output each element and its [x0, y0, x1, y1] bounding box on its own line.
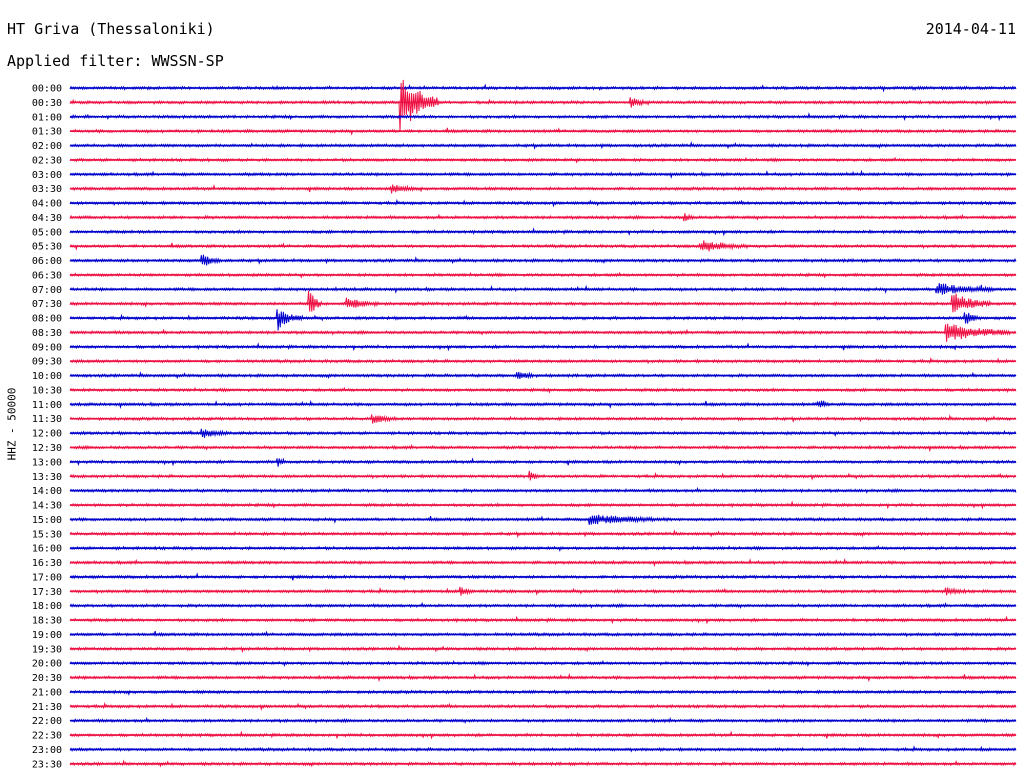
time-tick-label: 04:00	[32, 199, 62, 210]
time-tick-label: 07:00	[32, 285, 62, 296]
time-tick-label: 15:30	[32, 529, 62, 540]
trace-row	[69, 443, 1017, 453]
time-tick-label: 20:00	[32, 659, 62, 670]
time-tick-label: 11:00	[32, 400, 62, 411]
time-tick-label: 21:00	[32, 687, 62, 698]
trace-row	[69, 486, 1017, 494]
trace-row	[69, 309, 1017, 331]
date-label: 2014-04-11	[925, 20, 1016, 38]
time-tick-label: 18:30	[32, 616, 62, 627]
time-tick-label: 19:30	[32, 644, 62, 655]
time-tick-label: 17:30	[32, 587, 62, 598]
time-tick-label: 09:30	[32, 357, 62, 368]
time-tick-label: 02:30	[32, 155, 62, 166]
time-tick-label: 19:00	[32, 630, 62, 641]
time-tick-label: 13:30	[32, 472, 62, 483]
filter-label: Applied filter: WWSSN-SP	[7, 52, 224, 70]
trace-row	[69, 342, 1017, 352]
time-tick-label: 16:30	[32, 558, 62, 569]
time-tick-label: 12:00	[32, 429, 62, 440]
time-tick-label: 04:30	[32, 213, 62, 224]
station-title: HT Griva (Thessaloniki)	[7, 20, 215, 38]
time-tick-label: 11:30	[32, 414, 62, 425]
time-tick-label: 22:30	[32, 731, 62, 742]
time-tick-label: 06:00	[32, 256, 62, 267]
time-tick-label: 23:30	[32, 759, 62, 770]
time-tick-label: 00:30	[32, 98, 62, 109]
time-tick-label: 06:30	[32, 270, 62, 281]
time-tick-label: 07:30	[32, 299, 62, 310]
trace-row	[69, 500, 1017, 510]
time-tick-label: 03:30	[32, 184, 62, 195]
trace-row	[69, 586, 1017, 596]
time-tick-label: 09:00	[32, 342, 62, 353]
time-tick-label: 20:30	[32, 673, 62, 684]
time-tick-label: 10:00	[32, 371, 62, 382]
time-tick-label: 08:30	[32, 328, 62, 339]
time-tick-label: 05:30	[32, 242, 62, 253]
time-tick-label: 01:30	[32, 127, 62, 138]
trace-row	[69, 673, 1017, 683]
time-tick-label: 18:00	[32, 601, 62, 612]
time-tick-label: 21:30	[32, 702, 62, 713]
time-tick-label: 14:30	[32, 501, 62, 512]
time-tick-label: 02:00	[32, 141, 62, 152]
time-tick-label: 16:00	[32, 544, 62, 555]
time-tick-label: 22:00	[32, 716, 62, 727]
time-tick-label: 03:00	[32, 170, 62, 181]
time-tick-label: 01:00	[32, 112, 62, 123]
time-tick-label: 08:00	[32, 314, 62, 325]
time-tick-label: 12:30	[32, 443, 62, 454]
trace-row	[69, 399, 1017, 409]
time-tick-label: 00:00	[32, 84, 62, 95]
trace-row	[69, 290, 1017, 313]
time-tick-label: 14:00	[32, 486, 62, 497]
time-tick-label: 23:00	[32, 745, 62, 756]
time-tick-label: 15:00	[32, 515, 62, 526]
time-tick-label: 13:00	[32, 457, 62, 468]
time-tick-label: 05:00	[32, 227, 62, 238]
time-tick-label: 10:30	[32, 385, 62, 396]
time-tick-label: 17:00	[32, 572, 62, 583]
